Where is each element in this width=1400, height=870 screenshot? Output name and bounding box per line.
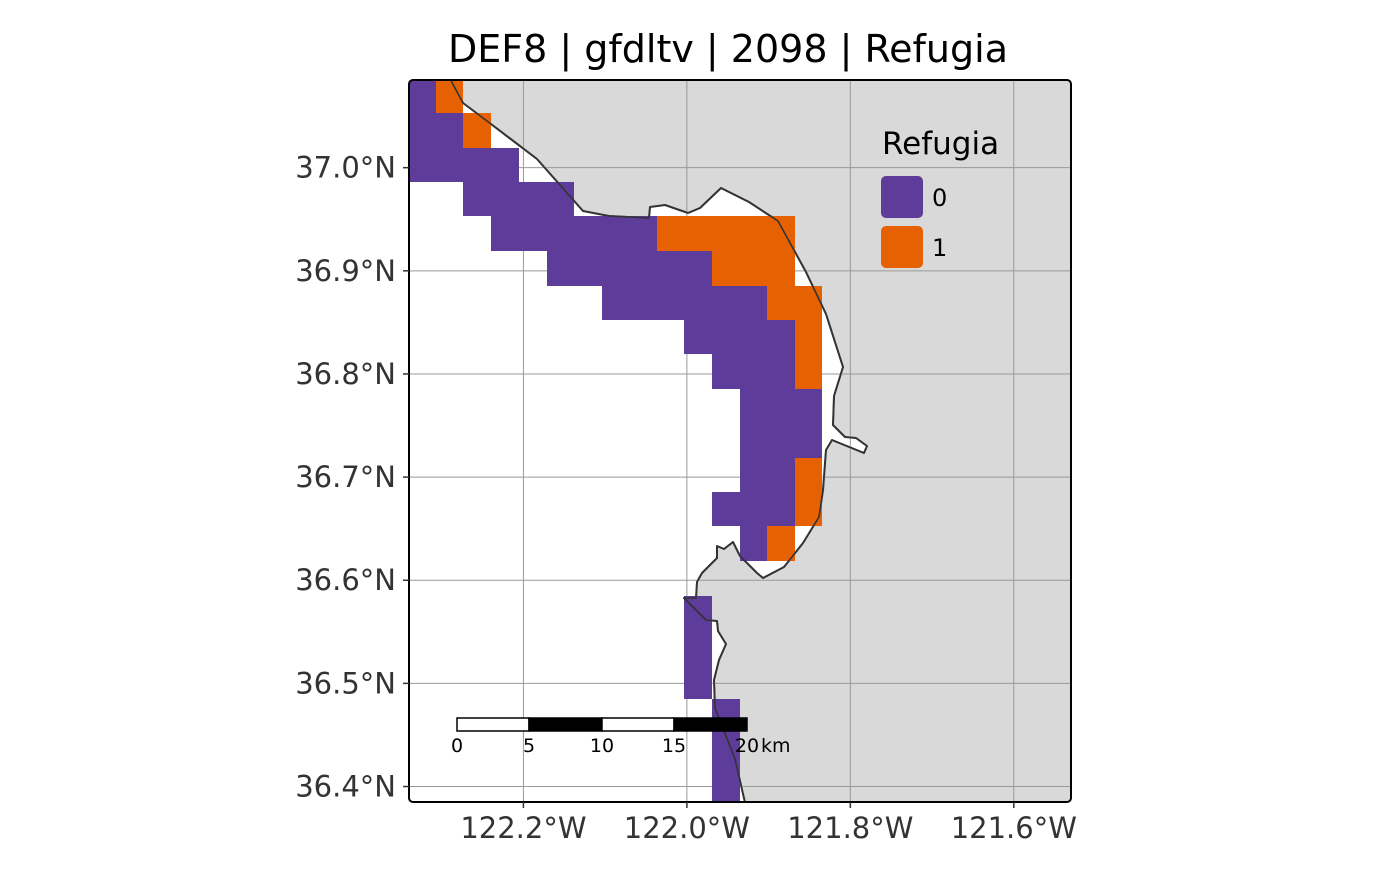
- scale-tick-20: 20: [735, 735, 759, 757]
- refugia-cell-0: [491, 216, 657, 251]
- refugia-cell-0: [740, 389, 822, 458]
- scale-bar: 0 5 10 15 20 km: [451, 717, 791, 757]
- scale-tick-0: 0: [451, 735, 463, 757]
- scale-tick-10: 10: [590, 735, 614, 757]
- x-tick-label-0: 122.2°W: [460, 811, 586, 845]
- refugia-cell-0: [463, 182, 574, 216]
- x-tick-label-2: 121.8°W: [787, 811, 913, 845]
- refugia-cell-1: [795, 354, 822, 389]
- x-tick-label-1: 122.0°W: [624, 811, 750, 845]
- y-tick-label-3: 36.7°N: [295, 460, 396, 494]
- legend-label-0: 0: [932, 184, 947, 212]
- refugia-cell-0: [712, 699, 740, 802]
- refugia-cell-1: [767, 286, 822, 320]
- y-tick-label-0: 37.0°N: [295, 151, 396, 185]
- y-axis: 37.0°N 36.9°N 36.8°N 36.7°N 36.6°N 36.5°N 36.4…: [295, 151, 409, 804]
- scale-segment-1: [456, 717, 530, 732]
- refugia-cell-0: [712, 354, 795, 389]
- refugia-cell-0: [684, 320, 795, 354]
- refugia-cell-1: [436, 80, 463, 113]
- legend-label-1: 1: [932, 234, 947, 262]
- refugia-cell-1: [657, 216, 795, 251]
- scale-segment-2: [528, 717, 603, 732]
- refugia-cell-0: [547, 251, 712, 286]
- y-tick-label-2: 36.8°N: [295, 357, 396, 391]
- refugia-cell-0: [409, 148, 519, 182]
- refugia-cell-1: [767, 526, 795, 561]
- refugia-cell-0: [740, 526, 767, 561]
- legend-swatch-0: [881, 176, 923, 218]
- legend: Refugia 0 1: [881, 126, 999, 268]
- refugia-cell-0: [409, 113, 463, 148]
- refugia-cell-0: [740, 458, 795, 492]
- y-tick-label-1: 36.9°N: [295, 254, 396, 288]
- coastline-overlay: [439, 80, 868, 802]
- y-tick-label-4: 36.6°N: [295, 563, 396, 597]
- scale-unit: km: [761, 735, 791, 757]
- y-tick-label-6: 36.4°N: [295, 770, 396, 804]
- legend-title: Refugia: [882, 126, 999, 162]
- refugia-cell-1: [795, 320, 822, 354]
- refugia-cell-1: [712, 251, 795, 286]
- scale-segment-3: [601, 717, 675, 732]
- map-panel: [408, 79, 1072, 803]
- refugia-cell-0: [409, 80, 436, 113]
- land-area: [440, 80, 1071, 802]
- refugia-cell-1: [795, 492, 822, 526]
- map-title: DEF8 | gfdltv | 2098 | Refugia: [448, 27, 1008, 72]
- x-tick-label-3: 121.6°W: [951, 811, 1077, 845]
- scale-tick-15: 15: [662, 735, 686, 757]
- refugia-cell-1: [795, 458, 822, 492]
- refugia-cell-0: [602, 286, 767, 320]
- refugia-cell-0: [712, 492, 795, 526]
- scale-tick-5: 5: [523, 735, 535, 757]
- y-tick-label-5: 36.5°N: [295, 666, 396, 700]
- refugia-cell-0: [684, 596, 712, 699]
- x-axis: 122.2°W 122.0°W 121.8°W 121.6°W: [460, 802, 1077, 845]
- panel-border: [408, 79, 1072, 803]
- refugia-cells: [409, 80, 822, 802]
- scale-segment-4: [673, 717, 748, 732]
- refugia-cell-1: [463, 113, 491, 148]
- legend-swatch-1: [881, 226, 923, 268]
